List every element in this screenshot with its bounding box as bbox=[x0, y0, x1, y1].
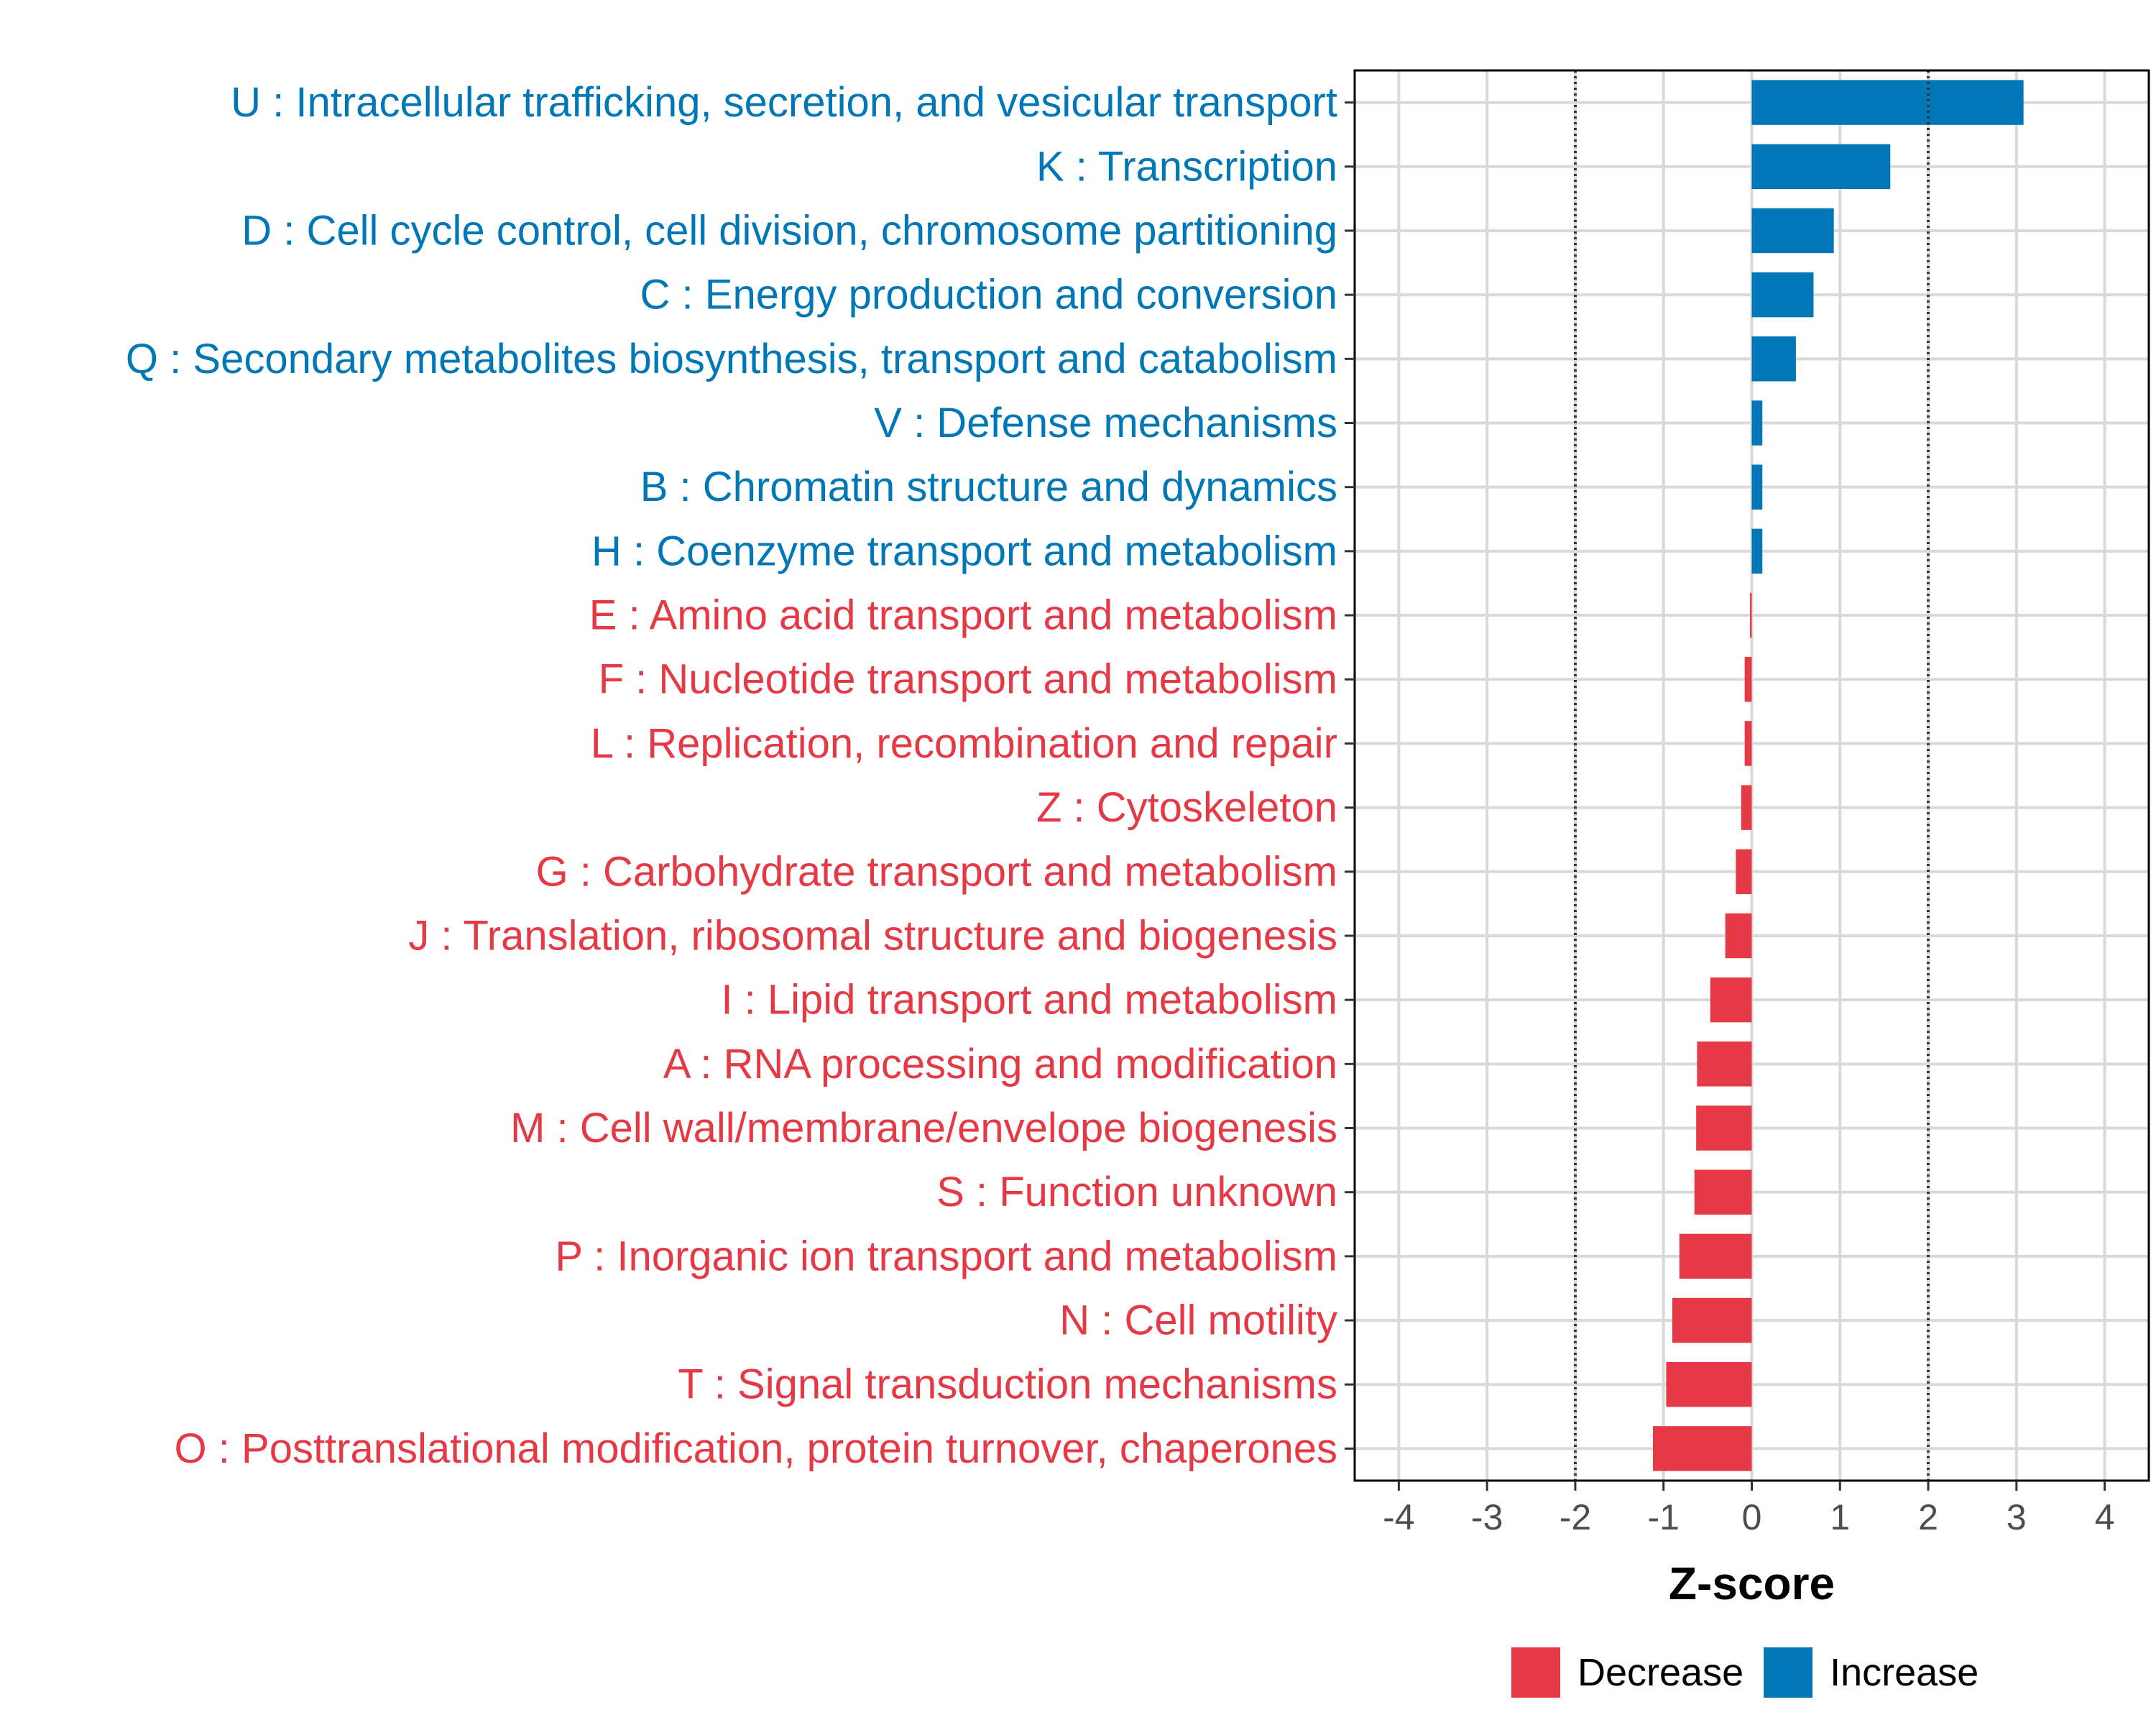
bar bbox=[1751, 80, 2024, 125]
x-tick-label: 4 bbox=[2095, 1497, 2115, 1537]
x-tick-label: -2 bbox=[1560, 1497, 1591, 1537]
bar bbox=[1751, 208, 1834, 254]
bar bbox=[1696, 1105, 1752, 1151]
bar bbox=[1751, 272, 1814, 318]
category-label: U : Intracellular trafficking, secretion… bbox=[231, 79, 1337, 126]
bar bbox=[1666, 1362, 1752, 1407]
legend-swatch bbox=[1511, 1647, 1560, 1698]
bar bbox=[1736, 849, 1752, 894]
x-tick-label: 0 bbox=[1742, 1497, 1762, 1537]
category-label: D : Cell cycle control, cell division, c… bbox=[241, 207, 1337, 254]
x-tick-label: -1 bbox=[1647, 1497, 1679, 1537]
category-label: G : Carbohydrate transport and metabolis… bbox=[536, 848, 1337, 895]
bar bbox=[1725, 913, 1752, 959]
category-label: B : Chromatin structure and dynamics bbox=[640, 464, 1337, 510]
category-label: L : Replication, recombination and repai… bbox=[591, 720, 1337, 767]
x-tick-label: -4 bbox=[1383, 1497, 1414, 1537]
bar bbox=[1744, 657, 1752, 702]
category-label: Q : Secondary metabolites biosynthesis, … bbox=[126, 336, 1337, 382]
bar bbox=[1679, 1233, 1752, 1279]
category-label: N : Cell motility bbox=[1059, 1297, 1337, 1344]
bar bbox=[1672, 1297, 1752, 1343]
x-tick-label: 3 bbox=[2007, 1497, 2027, 1537]
x-tick-label: 1 bbox=[1830, 1497, 1850, 1537]
bar bbox=[1751, 400, 1763, 446]
bar bbox=[1694, 1169, 1752, 1215]
category-label: M : Cell wall/membrane/envelope biogenes… bbox=[510, 1105, 1337, 1151]
bar-layer bbox=[1652, 80, 2024, 1471]
bar bbox=[1750, 592, 1752, 638]
legend-label: Decrease bbox=[1577, 1651, 1743, 1694]
category-label: J : Translation, ribosomal structure and… bbox=[408, 912, 1337, 959]
legend-label: Increase bbox=[1830, 1651, 1978, 1694]
x-axis-title: Z-score bbox=[1669, 1558, 1835, 1609]
category-label: O : Posttranslational modification, prot… bbox=[175, 1425, 1337, 1472]
bar bbox=[1751, 464, 1763, 510]
legend: Decrease Increase bbox=[1511, 1647, 1978, 1698]
category-label: S : Function unknown bbox=[936, 1169, 1337, 1215]
x-tick-label: -3 bbox=[1471, 1497, 1503, 1537]
category-label: V : Defense mechanisms bbox=[874, 400, 1337, 446]
bar bbox=[1710, 977, 1752, 1023]
category-label: I : Lipid transport and metabolism bbox=[721, 977, 1337, 1024]
bar bbox=[1751, 528, 1763, 574]
category-label: P : Inorganic ion transport and metaboli… bbox=[555, 1233, 1337, 1279]
legend-swatch bbox=[1764, 1647, 1813, 1698]
bar bbox=[1744, 721, 1752, 766]
category-label: K : Transcription bbox=[1036, 143, 1337, 190]
category-label: C : Energy production and conversion bbox=[640, 272, 1337, 318]
x-axis: -4 -3 -2 -1 0 1 2 3 4 bbox=[1383, 1481, 2115, 1537]
category-label: T : Signal transduction mechanisms bbox=[678, 1361, 1337, 1408]
x-tick-label: 2 bbox=[1918, 1497, 1938, 1537]
bar bbox=[1751, 144, 1891, 189]
category-label: A : RNA processing and modification bbox=[663, 1041, 1337, 1087]
bar bbox=[1741, 785, 1752, 830]
y-axis: U : Intracellular trafficking, secretion… bbox=[126, 79, 1355, 1472]
category-label: Z : Cytoskeleton bbox=[1036, 784, 1337, 831]
bar bbox=[1697, 1041, 1752, 1087]
bar bbox=[1652, 1426, 1752, 1471]
category-label: E : Amino acid transport and metabolism bbox=[589, 592, 1337, 639]
bar bbox=[1751, 336, 1796, 382]
category-label: H : Coenzyme transport and metabolism bbox=[591, 528, 1337, 574]
category-label: F : Nucleotide transport and metabolism bbox=[599, 656, 1337, 703]
